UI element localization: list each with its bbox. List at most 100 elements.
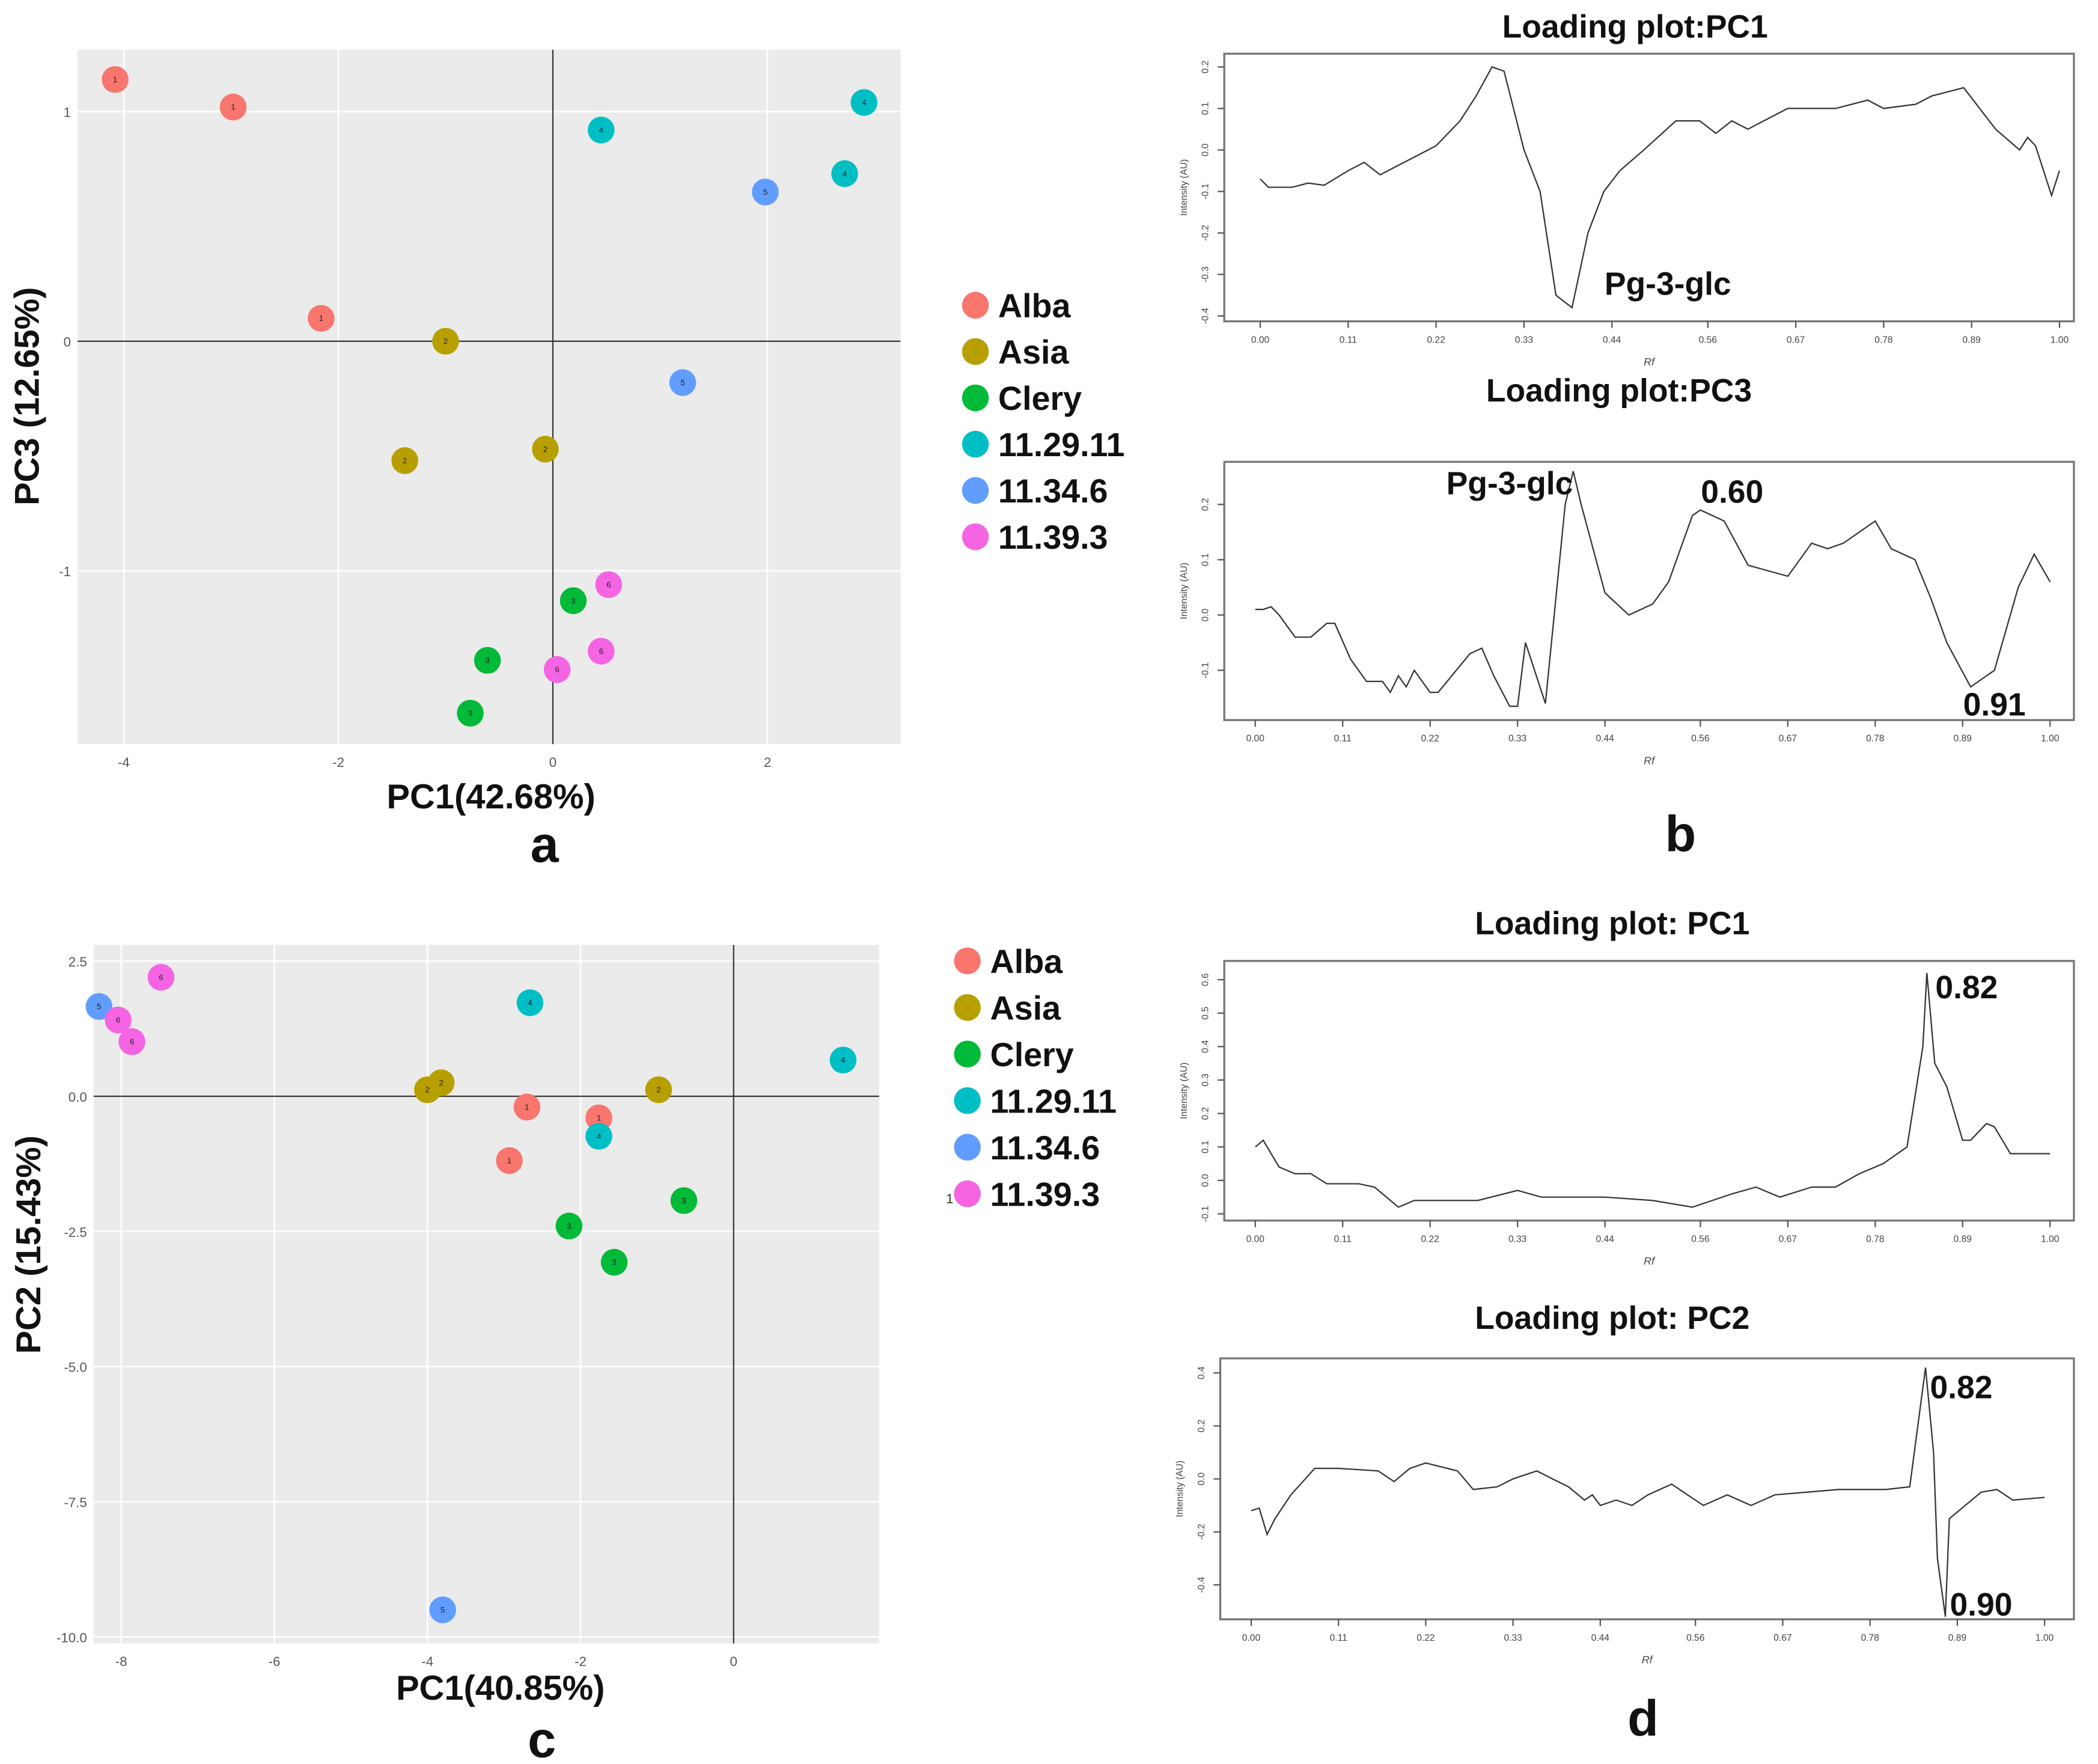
x-axis-title: PC1(40.85%) <box>396 1669 605 1708</box>
y-tick-label: -0.3 <box>1200 266 1210 282</box>
legend-label: Clery <box>998 380 1082 417</box>
x-tick-label: 0.67 <box>1787 335 1805 345</box>
point-Asia <box>391 447 418 474</box>
loading-line <box>1255 471 2051 707</box>
annotation: 0.91 <box>1963 688 2026 723</box>
y-tick-label: 0.2 <box>1200 61 1210 74</box>
x-tick-label: 0.00 <box>1246 734 1265 744</box>
x-tick-label: 0.56 <box>1691 734 1709 744</box>
y-axis-title: Intensity (AU) <box>1175 1460 1185 1517</box>
x-tick-label: 0.89 <box>1948 1633 1966 1643</box>
x-tick-label: 0.33 <box>1515 335 1533 345</box>
x-tick-label: -4 <box>421 1654 433 1669</box>
y-axis-title: Intensity (AU) <box>1179 159 1189 216</box>
x-tick-label: 0.00 <box>1246 1234 1265 1244</box>
loading-line <box>1255 972 2051 1208</box>
point-label: 2 <box>403 456 407 465</box>
legend-label: 11.39.3 <box>998 519 1108 556</box>
point-label: 4 <box>528 998 532 1007</box>
annotation: 0.60 <box>1701 474 1763 510</box>
point-label: 3 <box>571 596 575 605</box>
x-axis-title: Rf <box>1644 356 1656 368</box>
point-label: 5 <box>441 1605 445 1614</box>
point-label: 4 <box>841 1055 846 1064</box>
y-tick-label: 0.1 <box>1200 1140 1210 1153</box>
x-tick-label: -2 <box>332 755 344 770</box>
y-tick-label: 0.4 <box>1200 1040 1210 1053</box>
y-tick-label: -0.4 <box>1197 1576 1207 1593</box>
x-tick-label: 0.11 <box>1340 335 1357 345</box>
x-tick-label: 0.22 <box>1421 1234 1439 1244</box>
point-11-39-3 <box>543 656 571 683</box>
y-axis-title: Intensity (AU) <box>1179 1063 1189 1119</box>
point-label: 3 <box>682 1196 686 1205</box>
y-tick-label: 0.0 <box>1200 608 1210 621</box>
x-tick-label: 0.11 <box>1334 734 1352 744</box>
point-label: 1 <box>525 1102 529 1111</box>
y-tick-label: 0.1 <box>1200 102 1210 115</box>
y-tick-label: 0.3 <box>1200 1073 1210 1087</box>
y-tick-label: 0.1 <box>1200 553 1210 566</box>
legend-label: 11.39.3 <box>990 1176 1100 1213</box>
x-tick-label: 0.33 <box>1508 734 1526 744</box>
y-axis-title: PC2 (15.43%) <box>10 1135 48 1354</box>
y-tick-label: -7.5 <box>64 1495 87 1510</box>
chart-title: Loading plot: PC2 <box>1475 1301 1749 1336</box>
point-11-34-6 <box>669 369 697 396</box>
plot-frame <box>1219 1357 2075 1620</box>
y-tick-label: -1 <box>59 564 71 579</box>
x-tick-label: 0.44 <box>1591 1633 1610 1643</box>
x-tick-label: 0.33 <box>1508 1234 1526 1244</box>
point-11-29-11 <box>516 989 544 1016</box>
panel-label-d: d <box>1627 1689 1659 1747</box>
legend-marker <box>954 1087 981 1114</box>
annotation: 0.82 <box>1930 1370 1992 1405</box>
point-label: 5 <box>763 188 767 197</box>
y-tick-label: 0.2 <box>1200 498 1210 511</box>
x-tick-label: 0.89 <box>1954 734 1972 744</box>
y-tick-label: 0 <box>64 335 71 350</box>
x-tick-label: 0.67 <box>1779 734 1797 744</box>
chart-title: Loading plot:PC3 <box>1486 373 1752 409</box>
y-tick-label: 0.2 <box>1197 1420 1207 1433</box>
point-label: 2 <box>543 445 547 454</box>
y-tick-label: -0.1 <box>1200 662 1210 679</box>
point-label: 2 <box>444 337 448 346</box>
annotation: Pg-3-glc <box>1605 266 1731 302</box>
point-11-39-3 <box>118 1028 145 1055</box>
point-11-29-11 <box>831 160 858 188</box>
x-tick-label: -2 <box>575 1654 587 1669</box>
point-label: 6 <box>159 973 163 982</box>
legend-marker <box>954 1040 981 1068</box>
point-Alba <box>513 1093 541 1121</box>
plot-frame <box>1223 52 2075 323</box>
annotation: 0.90 <box>1950 1587 2012 1623</box>
x-axis-title: Rf <box>1644 1255 1656 1267</box>
point-label: 6 <box>116 1016 120 1025</box>
plot-frame <box>1223 460 2075 721</box>
x-tick-label: -8 <box>115 1654 127 1669</box>
y-tick-label: 2.5 <box>69 954 87 969</box>
x-tick-label: 0.44 <box>1603 335 1621 345</box>
point-Clery <box>670 1187 698 1214</box>
x-tick-label: 0.11 <box>1330 1633 1347 1643</box>
point-Clery <box>555 1212 583 1240</box>
y-tick-label: 0.4 <box>1197 1366 1207 1379</box>
x-tick-label: 0.00 <box>1251 335 1270 345</box>
legend-marker <box>962 384 989 412</box>
x-tick-label: 0.56 <box>1691 1234 1709 1244</box>
point-label: 6 <box>606 580 611 589</box>
x-tick-label: 0.22 <box>1427 335 1445 345</box>
point-label: 3 <box>485 656 489 665</box>
point-11-34-6 <box>85 993 113 1020</box>
legend-marker <box>954 994 981 1021</box>
chart-d1: Loading plot: PC1 0.00 0.11 0.22 0.33 0.44 0.5… <box>1179 906 2075 1267</box>
x-tick-label: 0 <box>549 755 557 770</box>
y-tick-label: 1 <box>64 105 71 120</box>
point-Clery <box>560 587 587 614</box>
point-label: 1 <box>231 103 235 112</box>
x-tick-label: 0.78 <box>1866 1234 1884 1244</box>
legend-label: Alba <box>990 943 1064 980</box>
x-tick-label: 0.00 <box>1242 1633 1261 1643</box>
